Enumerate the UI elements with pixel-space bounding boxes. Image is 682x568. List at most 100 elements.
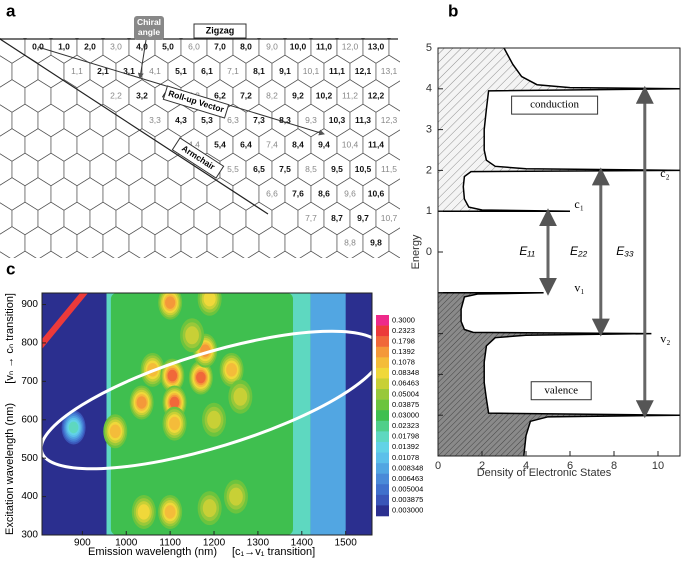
x-tick-label: 1000 <box>115 538 138 549</box>
x-tick-label: 1400 <box>291 538 314 549</box>
chirality-label: 9,3 <box>305 115 317 125</box>
chirality-label: 10,2 <box>316 90 333 100</box>
laser-line <box>42 293 88 349</box>
chirality-label: 9,7 <box>357 213 369 223</box>
y-tick-label: 800 <box>21 338 38 349</box>
hexagon <box>361 38 365 40</box>
chirality-label: 1,0 <box>58 41 70 51</box>
hexagon <box>377 250 400 258</box>
y-axis-label: Energy <box>410 234 422 269</box>
chirality-label: 7,3 <box>253 115 265 125</box>
colorbar-label: 0.1392 <box>392 347 415 356</box>
chirality-label: 11,5 <box>381 164 397 174</box>
hexagon <box>402 6 428 39</box>
hexagon <box>388 80 400 112</box>
peak <box>197 491 222 526</box>
chirality-label: 8,2 <box>266 90 278 100</box>
chirality-label: 5,3 <box>201 115 213 125</box>
colorbar-swatch <box>376 315 389 326</box>
band-box <box>530 381 592 401</box>
hexagon <box>117 250 141 258</box>
colorbar-label: 0.02323 <box>392 421 419 430</box>
colorbar-swatch <box>376 325 389 337</box>
hexagon <box>273 250 297 258</box>
chirality-label: 8,7 <box>331 213 343 223</box>
peak <box>103 414 128 449</box>
chirality-label: 8,6 <box>318 188 330 198</box>
peak-ring <box>233 387 248 406</box>
chirality-label: 2,2 <box>110 90 122 100</box>
colorbar-label: 0.01798 <box>392 432 419 441</box>
hexagon <box>388 227 400 258</box>
chirality-label: 3,1 <box>123 66 135 76</box>
colorbar-swatch <box>376 441 389 453</box>
peak-ring <box>185 326 199 345</box>
armchair-line <box>0 38 269 215</box>
chirality-label: 8,1 <box>253 66 265 76</box>
rollup-box <box>162 85 230 119</box>
chirality-label: 7,1 <box>227 66 239 76</box>
hexagon <box>75 38 79 40</box>
transition-label: E₃₃ <box>616 244 634 258</box>
chirality-label: 7,5 <box>279 164 291 174</box>
y-tick-label: 1 <box>426 205 432 217</box>
chirality-label: 9,8 <box>370 237 382 247</box>
chirality-label: 4,0 <box>136 41 148 51</box>
peak <box>223 479 248 514</box>
chirality-label: 10,5 <box>355 164 372 174</box>
peak-ring <box>226 363 238 377</box>
peak <box>188 360 213 395</box>
chirality-label: 9,4 <box>318 139 330 149</box>
colorbar-label: 0.003875 <box>392 495 423 504</box>
peak-ring <box>196 371 206 384</box>
chirality-label: 6,4 <box>240 139 252 149</box>
chirality-label: 13,1 <box>381 66 398 76</box>
chirality-label: 5,1 <box>175 66 187 76</box>
colorbar-swatch <box>376 389 389 400</box>
colorbar-label: 0.01392 <box>392 442 419 451</box>
chirality-label: 11,0 <box>316 41 332 51</box>
zigzag-box <box>193 23 247 39</box>
x-axis-label-2: [c₁→v₁ transition] <box>232 546 315 558</box>
hexagon <box>309 38 313 40</box>
hexagon <box>388 178 400 210</box>
level-label: c₁ <box>574 197 584 211</box>
chiral-arrow <box>137 39 147 79</box>
hexagon <box>247 250 271 258</box>
chirality-label: 12,3 <box>381 115 398 125</box>
level-label: v₁ <box>574 280 584 294</box>
peak-ring <box>203 293 216 307</box>
hexagon <box>91 250 115 258</box>
colorbar-label: 0.2323 <box>392 326 415 335</box>
hexagon <box>13 250 37 258</box>
chirality-label: 9,1 <box>279 66 291 76</box>
colorbar-label: 0.3000 <box>392 315 415 324</box>
hexagon <box>325 250 349 258</box>
peak-ring <box>169 396 180 409</box>
y-tick-label: 3 <box>426 124 432 136</box>
dos-curve <box>438 292 681 457</box>
chiral-box <box>134 16 164 40</box>
chirality-label: 6,5 <box>253 164 265 174</box>
chirality-label: 8,4 <box>292 139 304 149</box>
hexagon <box>179 38 183 40</box>
peak <box>158 494 183 529</box>
colorbar-swatch <box>376 399 389 411</box>
y-tick-label: 0 <box>426 246 432 258</box>
chirality-label: 7,0 <box>214 41 226 51</box>
chirality-label: 10,3 <box>329 115 346 125</box>
hexagon <box>257 38 261 40</box>
hexagon <box>402 104 428 137</box>
peak-ring <box>165 296 176 309</box>
colorbar-swatch <box>376 420 389 432</box>
peak <box>228 379 253 414</box>
x-tick-label: 4 <box>523 460 529 472</box>
chirality-label: 8,8 <box>344 237 356 247</box>
x-tick-label: 900 <box>74 538 91 549</box>
peak <box>202 402 227 437</box>
chirality-label: 10,0 <box>290 41 307 51</box>
chirality-label: 6,3 <box>227 115 239 125</box>
chirality-label: 5,5 <box>227 164 239 174</box>
peak-ring <box>229 487 243 506</box>
y-tick-label: 400 <box>21 491 38 502</box>
